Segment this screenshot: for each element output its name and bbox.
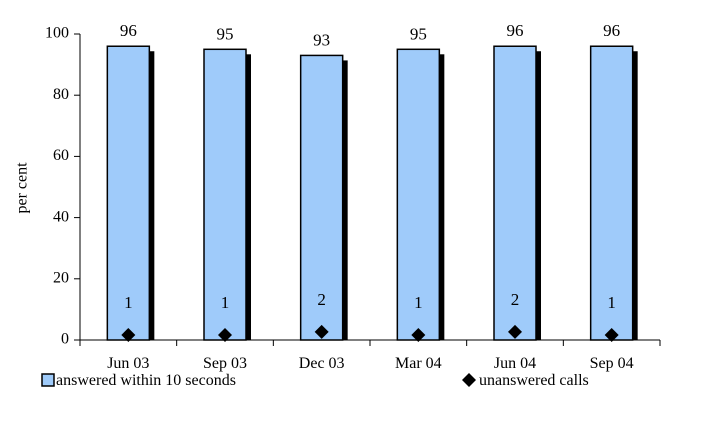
y-tick-label: 100 (45, 25, 69, 42)
bar-value-label: 96 (603, 21, 620, 40)
y-tick-label: 60 (53, 147, 69, 164)
unanswered-marker (411, 327, 426, 342)
x-tick-label: Dec 03 (299, 355, 345, 372)
bar-value-label: 95 (410, 24, 427, 43)
bar (106, 45, 151, 341)
unanswered-marker (121, 327, 136, 342)
marker-value-label: 1 (607, 293, 616, 312)
marker-value-label: 1 (124, 293, 133, 312)
unanswered-marker (218, 327, 232, 342)
bar-value-label: 96 (120, 21, 137, 40)
marker-value-label: 1 (414, 293, 423, 312)
legend: answered within 10 seconds unanswered ca… (41, 372, 589, 389)
x-tick-label: Mar 04 (395, 355, 442, 372)
legend-label-markers: unanswered calls (479, 372, 589, 389)
marker-value-label: 2 (511, 290, 520, 309)
x-tick-label: Jun 03 (107, 355, 149, 372)
x-tick-label: Sep 04 (590, 355, 634, 372)
unanswered-marker (314, 324, 329, 339)
y-tick-label: 80 (53, 86, 69, 103)
bar (493, 45, 537, 341)
bar-value-label: 95 (217, 24, 234, 43)
legend-marker-diamond (462, 373, 476, 387)
bar-series: 96 95 93 95 96 96 (106, 21, 638, 341)
unanswered-marker (508, 324, 522, 339)
bar-value-label: 93 (313, 30, 330, 49)
y-tick-label: 20 (53, 269, 69, 286)
x-axis: Jun 03 Sep 03 Dec 03 Mar 04 Jun 04 Sep 04 (79, 339, 661, 372)
x-tick-label: Sep 03 (203, 355, 247, 372)
bar (589, 45, 634, 341)
legend-label-bars: answered within 10 seconds (56, 372, 236, 389)
marker-series: 1 1 2 1 2 1 (121, 290, 619, 342)
unanswered-marker (604, 327, 619, 342)
y-axis: 0 20 40 60 80 100 (45, 25, 81, 348)
bar (396, 48, 441, 341)
x-tick-label: Jun 04 (494, 355, 536, 372)
marker-value-label: 2 (317, 290, 326, 309)
marker-value-label: 1 (221, 293, 230, 312)
bar-value-label: 96 (507, 21, 524, 40)
y-axis-title: per cent (14, 162, 31, 214)
legend-swatch-bars (41, 373, 55, 387)
y-tick-label: 40 (53, 208, 69, 225)
y-tick-label: 0 (61, 331, 69, 348)
